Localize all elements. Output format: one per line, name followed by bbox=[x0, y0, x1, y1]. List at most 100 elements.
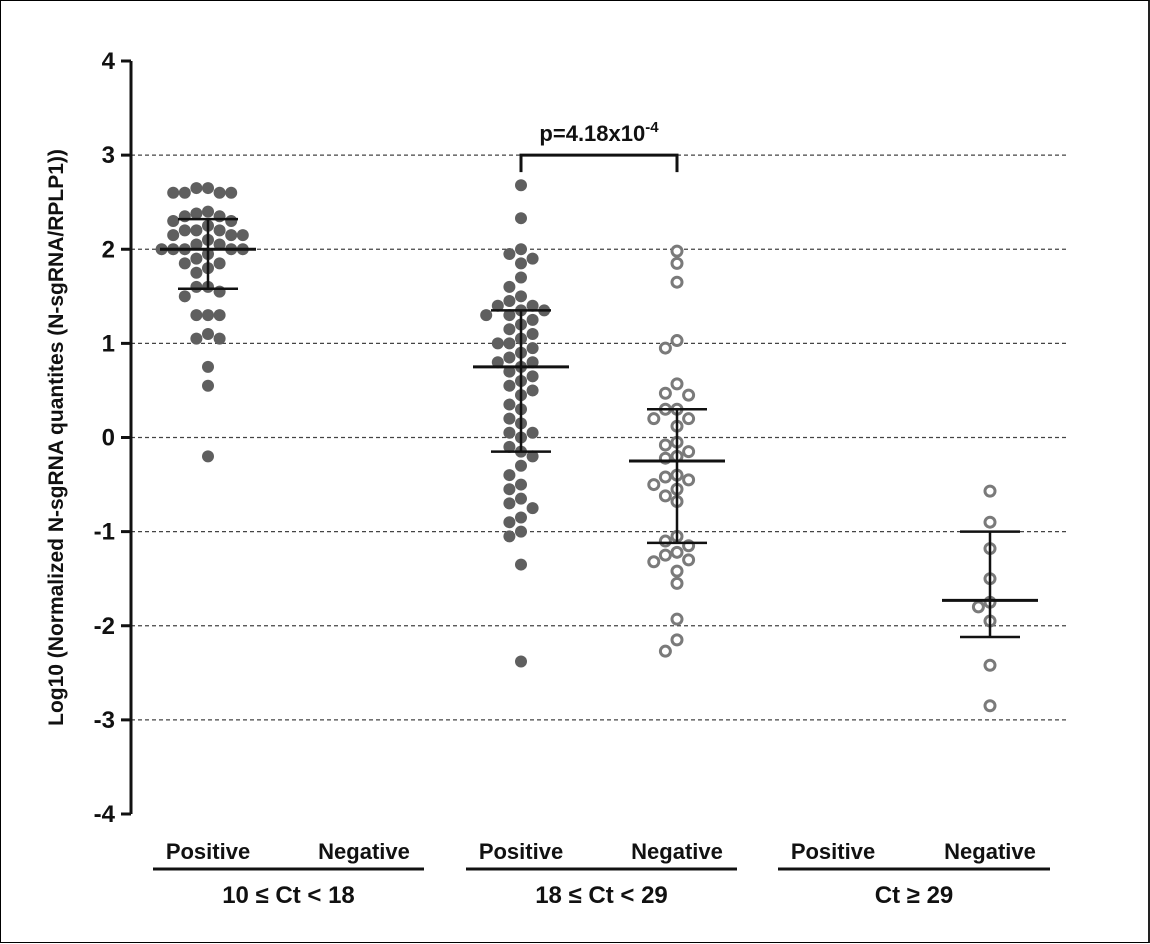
data-point bbox=[526, 299, 539, 312]
data-point bbox=[178, 290, 191, 303]
x-category-label: Negative bbox=[631, 839, 723, 864]
x-axis-labels: Positive Negative Positive Negative Positive… bbox=[153, 839, 1050, 909]
data-point bbox=[515, 525, 527, 538]
data-point bbox=[178, 186, 191, 199]
p-value-label: p=4.18x10-4 bbox=[539, 119, 659, 146]
data-point bbox=[213, 238, 226, 251]
data-point bbox=[503, 323, 516, 336]
data-point bbox=[647, 412, 661, 426]
data-point bbox=[202, 327, 214, 340]
data-point bbox=[213, 210, 226, 223]
data-point bbox=[515, 655, 527, 668]
data-point bbox=[515, 243, 527, 256]
data-point bbox=[213, 285, 226, 298]
x-group-label: 18 ≤ Ct < 29 bbox=[535, 882, 668, 909]
data-point bbox=[225, 186, 238, 199]
data-point bbox=[190, 182, 203, 195]
y-tick-label: -2 bbox=[94, 613, 115, 640]
data-point bbox=[658, 341, 672, 355]
data-point bbox=[225, 215, 238, 228]
data-point bbox=[682, 445, 696, 459]
data-point bbox=[167, 186, 180, 199]
y-tick-label: 2 bbox=[102, 236, 115, 263]
data-point bbox=[190, 224, 203, 237]
y-tick-label: 3 bbox=[102, 142, 115, 169]
data-point bbox=[503, 247, 516, 260]
data-point bbox=[670, 545, 684, 559]
data-point bbox=[167, 229, 180, 242]
data-point bbox=[983, 484, 997, 498]
y-tick-label: 1 bbox=[102, 330, 115, 357]
data-point bbox=[515, 257, 527, 270]
data-point bbox=[503, 530, 516, 543]
y-axis-label: Log10 (Normalized N-sgRNA quantites (N-s… bbox=[45, 149, 68, 726]
data-point bbox=[167, 215, 180, 228]
data-point bbox=[503, 469, 516, 482]
data-point bbox=[515, 212, 527, 225]
data-point bbox=[503, 426, 516, 439]
data-point bbox=[503, 398, 516, 411]
y-axis-ticks: 4 3 2 1 0 -1 -2 -3 -4 bbox=[94, 48, 131, 828]
data-point bbox=[503, 351, 516, 364]
data-point bbox=[503, 365, 516, 378]
gridlines bbox=[131, 154, 1069, 721]
data-point bbox=[682, 412, 696, 426]
data-point bbox=[983, 699, 997, 713]
data-point bbox=[526, 342, 539, 355]
x-category-label: Positive bbox=[166, 839, 250, 864]
y-tick-label: 0 bbox=[102, 425, 115, 452]
data-point bbox=[190, 238, 203, 251]
data-point bbox=[190, 266, 203, 279]
data-point bbox=[658, 534, 672, 548]
data-point bbox=[503, 440, 516, 453]
data-point bbox=[503, 516, 516, 529]
data-point bbox=[213, 224, 226, 237]
data-point bbox=[202, 360, 214, 373]
data-point bbox=[515, 511, 527, 524]
data-point bbox=[658, 489, 672, 503]
data-point bbox=[658, 644, 672, 658]
data-point bbox=[971, 600, 985, 614]
data-point bbox=[670, 633, 684, 647]
data-point bbox=[515, 271, 527, 284]
data-point bbox=[190, 280, 203, 293]
x-group-label: Ct ≥ 29 bbox=[875, 882, 954, 909]
data-point bbox=[515, 492, 527, 505]
data-point bbox=[658, 386, 672, 400]
data-points bbox=[155, 179, 997, 713]
data-point bbox=[190, 252, 203, 265]
data-point bbox=[503, 280, 516, 293]
data-point bbox=[213, 309, 226, 322]
data-point bbox=[503, 309, 516, 322]
data-point bbox=[503, 412, 516, 425]
data-point bbox=[202, 309, 214, 322]
data-point bbox=[670, 377, 684, 391]
data-point bbox=[983, 658, 997, 672]
data-point bbox=[670, 275, 684, 289]
data-point bbox=[491, 356, 504, 369]
data-point bbox=[670, 334, 684, 348]
data-point bbox=[682, 473, 696, 487]
y-tick-label: -3 bbox=[94, 707, 115, 734]
data-point bbox=[178, 224, 191, 237]
data-point bbox=[526, 252, 539, 265]
y-tick-label: -1 bbox=[94, 519, 115, 546]
data-point bbox=[526, 384, 539, 397]
data-point bbox=[526, 313, 539, 326]
data-point bbox=[526, 370, 539, 383]
data-point bbox=[202, 182, 214, 195]
data-point bbox=[526, 356, 539, 369]
y-tick-label: 4 bbox=[102, 48, 116, 75]
data-point bbox=[202, 205, 214, 218]
data-point bbox=[503, 483, 516, 496]
data-point bbox=[670, 244, 684, 258]
error-bars bbox=[160, 217, 1038, 639]
significance-annotation: p=4.18x10-4 bbox=[519, 119, 679, 173]
data-point bbox=[682, 553, 696, 567]
data-point bbox=[503, 379, 516, 392]
data-point bbox=[480, 309, 493, 322]
x-category-label: Positive bbox=[479, 839, 563, 864]
data-point bbox=[670, 564, 684, 578]
